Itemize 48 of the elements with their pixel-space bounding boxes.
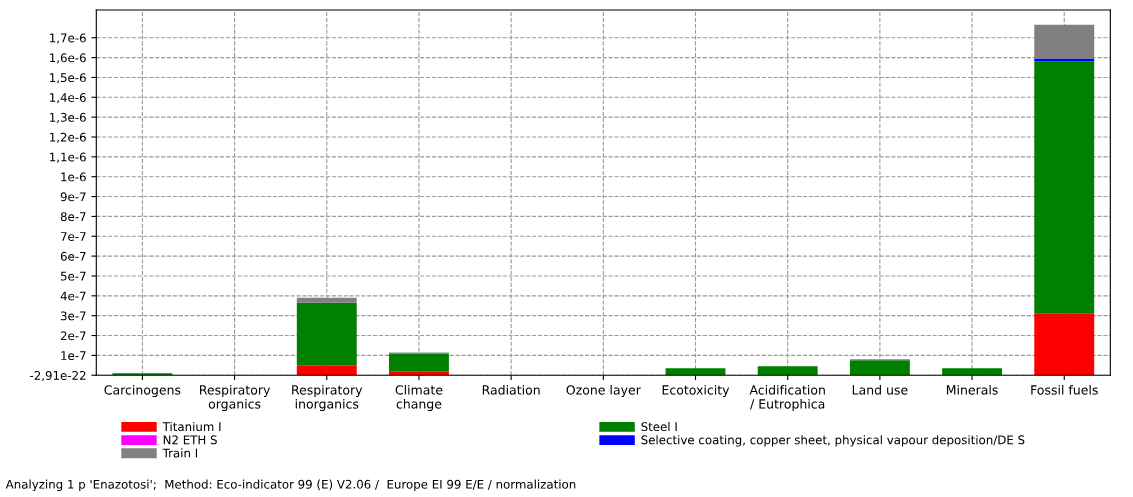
y-tick-label: 1,7e-6 [50, 33, 86, 44]
text: Analyzing 1 p 'Enazotosi'; Method: Eco-indicator 99 (E) V2.06 / Europe EI 99 E/E / normalization [5, 479, 576, 492]
y-tick-label: 1e-6 [61, 172, 86, 182]
x-tick-label: Carcinogens [104, 384, 181, 398]
bar [1034, 24, 1095, 59]
bar [665, 368, 726, 376]
y-tick-label: 7e-7 [61, 232, 86, 241]
y-tick-label: 5e-7 [60, 271, 86, 281]
y-tick-label: 1,5e-6 [50, 73, 86, 84]
bar [942, 368, 1003, 376]
y-tick-label: 1,4e-6 [50, 93, 86, 104]
x-tick-label: Radiation [482, 384, 540, 395]
legend-label: N2 ETH S [163, 435, 217, 445]
bar [757, 366, 818, 376]
x-tick-label: Respiratory organics [200, 384, 271, 412]
bar [296, 297, 357, 303]
legend-label: Steel I [641, 421, 677, 432]
y-tick-label: 1e-7 [61, 351, 86, 361]
y-tick-label: 1,6e-6 [50, 53, 86, 64]
bar [849, 360, 910, 376]
legend-label: Selective coating, copper sheet, physical vapour deposition/DE S [641, 435, 1025, 447]
bar [388, 371, 449, 376]
y-tick-label: 1,1e-6 [50, 152, 86, 163]
y-tick-label: 3e-7 [60, 311, 86, 321]
y-tick-label: 9e-7 [60, 192, 86, 202]
bar [1034, 313, 1095, 376]
x-tick-label: Acidification / Eutrophica [749, 384, 825, 412]
x-tick-label: Ozone layer [566, 384, 641, 398]
y-tick-label: 2e-7 [60, 331, 86, 341]
legend-label: Titanium I [162, 421, 221, 432]
y-tick-label: 1,2e-6 [50, 132, 86, 143]
y-tick-label: 4e-7 [60, 291, 86, 301]
y-tick-label: 1,3e-6 [50, 112, 86, 123]
legend-label: Train I [162, 448, 198, 458]
x-tick-label: Respiratory inorganics [292, 384, 363, 412]
y-tick-label: -2,91e-22 [30, 370, 86, 382]
x-tick-label: Fossil fuels [1031, 384, 1098, 395]
x-tick-label: Land use [852, 384, 908, 395]
bar [296, 365, 357, 376]
y-tick-label: 6e-7 [60, 251, 86, 261]
x-tick-label: Minerals [946, 384, 998, 395]
x-tick-label: Ecotoxicity [662, 384, 730, 398]
y-tick-label: 8e-7 [60, 212, 86, 222]
bar [296, 302, 357, 366]
bar [388, 353, 449, 372]
bar [1034, 58, 1095, 62]
x-tick-label: Climate change [395, 384, 443, 412]
bar [1034, 61, 1095, 314]
